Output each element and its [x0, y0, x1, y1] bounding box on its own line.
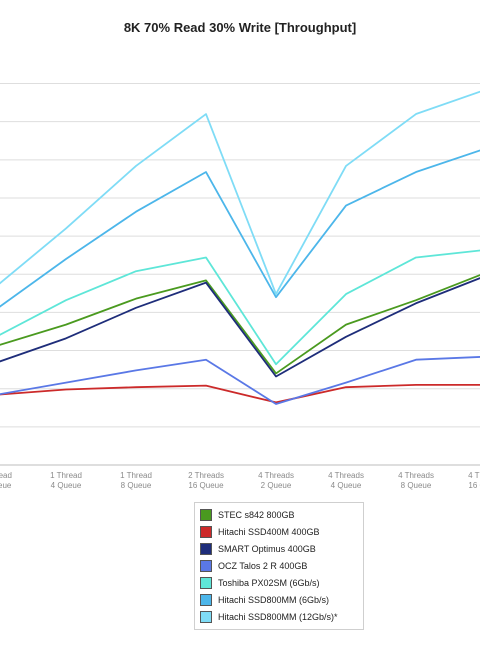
- series-line-6: [0, 90, 480, 295]
- legend-label: Hitachi SSD800MM (12Gb/s)*: [218, 611, 338, 622]
- legend-swatch: [200, 542, 212, 555]
- series-line-2: [0, 277, 480, 378]
- legend-swatch: [200, 593, 212, 606]
- series-line-1: [0, 383, 480, 404]
- legend-label: SMART Optimus 400GB: [218, 543, 316, 554]
- legend-item: Toshiba PX02SM (6Gb/s): [200, 574, 358, 591]
- x-tick-label: 1 Thread 4 Queue: [50, 471, 82, 490]
- legend-swatch: [200, 508, 212, 521]
- legend-item: OCZ Talos 2 R 400GB: [200, 557, 358, 574]
- legend-label: STEC s842 800GB: [218, 509, 295, 520]
- legend-item: SMART Optimus 400GB: [200, 540, 358, 557]
- legend-swatch: [200, 525, 212, 538]
- legend-item: STEC s842 800GB: [200, 506, 358, 523]
- legend-swatch: [200, 559, 212, 572]
- x-tick-label: 2 Threads 16 Queue: [188, 471, 224, 490]
- x-tick-label: 4 Threads 8 Queue: [398, 471, 434, 490]
- legend-item: Hitachi SSD800MM (6Gb/s): [200, 591, 358, 608]
- legend-label: Toshiba PX02SM (6Gb/s): [218, 577, 320, 588]
- legend-label: Hitachi SSD400M 400GB: [218, 526, 320, 537]
- series-line-5: [0, 149, 480, 308]
- legend-swatch: [200, 576, 212, 589]
- legend-swatch: [200, 610, 212, 623]
- legend-item: Hitachi SSD400M 400GB: [200, 523, 358, 540]
- chart-title: 8K 70% Read 30% Write [Throughput]: [123, 20, 357, 35]
- legend: STEC s842 800GB Hitachi SSD400M 400GB SMAR…: [194, 502, 364, 630]
- series-lines: [0, 90, 480, 405]
- legend-label: OCZ Talos 2 R 400GB: [218, 560, 308, 571]
- x-tick-label: 1 Thread 8 Queue: [120, 471, 152, 490]
- series-line-4: [0, 249, 480, 366]
- gridlines: [0, 83, 480, 466]
- x-tick-label: 1 Thread2 Queue: [0, 471, 12, 490]
- series-line-3: [0, 356, 480, 405]
- legend-item: Hitachi SSD800MM (12Gb/s)*: [200, 608, 358, 625]
- legend-label: Hitachi SSD800MM (6Gb/s): [218, 594, 330, 605]
- series-line-0: [0, 274, 480, 375]
- x-tick-label: 4 Threads 4 Queue: [328, 471, 364, 490]
- x-tick-label: 4 Threads 2 Queue: [258, 471, 294, 490]
